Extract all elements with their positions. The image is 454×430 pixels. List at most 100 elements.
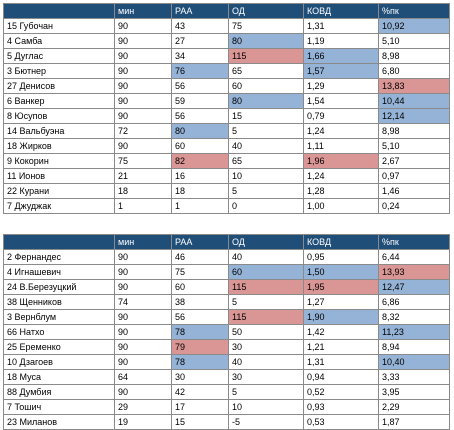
cell-od: 5 [228, 183, 304, 199]
cell-od: 5 [228, 294, 304, 310]
cell-od: 65 [228, 63, 304, 79]
cell-kovd: 1,11 [303, 138, 379, 154]
header-cell-player [3, 3, 115, 19]
header-cell-pk: %пк [378, 3, 450, 19]
cell-player: 5 Дуглас [3, 48, 115, 64]
cell-player: 9 Кокорин [3, 153, 115, 169]
cell-od: 10 [228, 168, 304, 184]
cell-pk: 6,44 [378, 249, 450, 265]
cell-minutes: 64 [114, 369, 172, 385]
cell-player: 23 Миланов [3, 414, 115, 430]
cell-player: 10 Дзагоев [3, 354, 115, 370]
cell-od: 40 [228, 138, 304, 154]
table-row: 7 Джуджак 1 1 0 1,00 0,24 [3, 198, 450, 214]
cell-raa: 42 [171, 384, 229, 400]
cell-raa: 1 [171, 198, 229, 214]
header-cell-minutes: мин [114, 234, 172, 250]
cell-minutes: 90 [114, 138, 172, 154]
cell-minutes: 29 [114, 399, 172, 415]
cell-player: 18 Жирков [3, 138, 115, 154]
cell-player: 14 Вальбуэна [3, 123, 115, 139]
cell-minutes: 21 [114, 168, 172, 184]
cell-pk: 8,98 [378, 123, 450, 139]
cell-raa: 56 [171, 309, 229, 325]
cell-kovd: 1,96 [303, 153, 379, 169]
cell-pk: 8,94 [378, 339, 450, 355]
cell-pk: 12,14 [378, 108, 450, 124]
cell-pk: 2,67 [378, 153, 450, 169]
cell-player: 15 Губочан [3, 18, 115, 34]
cell-od: 50 [228, 324, 304, 340]
table-row: 27 Денисов 90 56 60 1,29 13,83 [3, 78, 450, 94]
cell-pk: 10,40 [378, 354, 450, 370]
cell-raa: 79 [171, 339, 229, 355]
table-row: 18 Муса 64 30 30 0,94 3,33 [3, 369, 450, 385]
cell-kovd: 0,52 [303, 384, 379, 400]
cell-kovd: 0,53 [303, 414, 379, 430]
cell-od: 80 [228, 33, 304, 49]
cell-kovd: 1,50 [303, 264, 379, 280]
cell-minutes: 90 [114, 78, 172, 94]
cell-player: 27 Денисов [3, 78, 115, 94]
cell-raa: 30 [171, 369, 229, 385]
cell-pk: 10,92 [378, 18, 450, 34]
cell-raa: 27 [171, 33, 229, 49]
cell-pk: 13,93 [378, 264, 450, 280]
cell-od: 40 [228, 354, 304, 370]
cell-player: 4 Самба [3, 33, 115, 49]
header-cell-raa: РАА [171, 3, 229, 19]
table-row: 11 Ионов 21 16 10 1,24 0,97 [3, 168, 450, 184]
cell-minutes: 90 [114, 384, 172, 400]
table-row: 9 Кокорин 75 82 65 1,96 2,67 [3, 153, 450, 169]
cell-pk: 6,80 [378, 63, 450, 79]
cell-raa: 18 [171, 183, 229, 199]
cell-kovd: 1,54 [303, 93, 379, 109]
cell-player: 18 Муса [3, 369, 115, 385]
cell-pk: 12,47 [378, 279, 450, 295]
cell-raa: 59 [171, 93, 229, 109]
cell-player: 4 Игнашевич [3, 264, 115, 280]
cell-kovd: 0,93 [303, 399, 379, 415]
cell-minutes: 18 [114, 183, 172, 199]
cell-raa: 43 [171, 18, 229, 34]
cell-raa: 38 [171, 294, 229, 310]
cell-kovd: 1,90 [303, 309, 379, 325]
cell-kovd: 1,95 [303, 279, 379, 295]
cell-kovd: 1,24 [303, 123, 379, 139]
header-cell-pk: %пк [378, 234, 450, 250]
cell-raa: 34 [171, 48, 229, 64]
cell-kovd: 1,31 [303, 18, 379, 34]
cell-player: 11 Ионов [3, 168, 115, 184]
cell-kovd: 0,94 [303, 369, 379, 385]
cell-pk: 11,23 [378, 324, 450, 340]
cell-player: 3 Вернблум [3, 309, 115, 325]
header-row: мин РАА ОД КОВД %пк [3, 234, 450, 250]
table-row: 38 Щенников 74 38 5 1,27 6,86 [3, 294, 450, 310]
cell-minutes: 90 [114, 108, 172, 124]
cell-od: 65 [228, 153, 304, 169]
cell-player: 25 Еременко [3, 339, 115, 355]
header-cell-od: ОД [228, 3, 304, 19]
cell-minutes: 90 [114, 48, 172, 64]
header-cell-od: ОД [228, 234, 304, 250]
table-row: 3 Вернблум 90 56 115 1,90 8,32 [3, 309, 450, 325]
cell-player: 66 Натхо [3, 324, 115, 340]
cell-kovd: 0,79 [303, 108, 379, 124]
cell-pk: 0,97 [378, 168, 450, 184]
cell-kovd: 1,57 [303, 63, 379, 79]
cell-pk: 1,87 [378, 414, 450, 430]
cell-minutes: 90 [114, 33, 172, 49]
cell-od: 60 [228, 78, 304, 94]
cell-kovd: 1,66 [303, 48, 379, 64]
cell-player: 38 Щенников [3, 294, 115, 310]
cell-od: 115 [228, 48, 304, 64]
table-row: 15 Губочан 90 43 75 1,31 10,92 [3, 18, 450, 34]
cell-minutes: 75 [114, 153, 172, 169]
cell-od: 80 [228, 93, 304, 109]
cell-minutes: 90 [114, 309, 172, 325]
stats-table-1: мин РАА ОД КОВД %пк 15 Губочан 90 43 75 1,31 10,92… [3, 3, 450, 214]
cell-kovd: 1,00 [303, 198, 379, 214]
table-row: 14 Вальбуэна 72 80 5 1,24 8,98 [3, 123, 450, 139]
table-row: 3 Бютнер 90 76 65 1,57 6,80 [3, 63, 450, 79]
cell-raa: 75 [171, 264, 229, 280]
